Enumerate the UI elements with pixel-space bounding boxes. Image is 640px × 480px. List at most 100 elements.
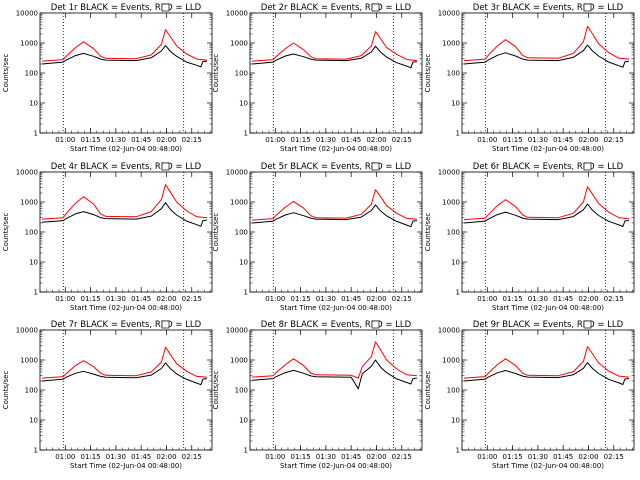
plot-frame: [249, 171, 423, 293]
x-tick-label: 02:00: [578, 136, 598, 144]
x-tick-label: 02:00: [156, 136, 176, 144]
x-tick-label: 02:15: [392, 295, 412, 303]
y-tick-label: 1000: [20, 199, 38, 207]
events-line: [251, 204, 417, 228]
events-line: [463, 44, 629, 68]
lld-line: [463, 346, 629, 379]
y-tick-label: 1000: [230, 357, 248, 365]
x-tick-label: 01:00: [265, 295, 285, 303]
y-tick-label: 1000: [442, 357, 460, 365]
legend-box: [371, 320, 380, 329]
plot-frame: [461, 171, 635, 293]
x-tick-label: 02:15: [182, 453, 202, 461]
panel-title: Det 4r BLACK = Events, RED = LLD: [51, 162, 202, 172]
plot-frame: [461, 329, 635, 451]
panel-det-2: Det 2r BLACK = Events, RED = LLD 1 10 100 10…: [212, 3, 423, 153]
y-tick-label: 100: [447, 229, 460, 237]
x-tick-label: 01:00: [265, 453, 285, 461]
x-tick-label: 01:00: [55, 136, 75, 144]
x-tick-label: 02:15: [182, 136, 202, 144]
y-tick-label: 100: [25, 229, 38, 237]
x-tick-label: 01:30: [106, 453, 126, 461]
panel-det-7: Det 7r BLACK = Events, RED = LLD 1 10 100 10…: [2, 320, 213, 470]
y-tick-label: 10: [29, 417, 38, 425]
y-tick-label: 1: [244, 130, 248, 138]
legend-box: [583, 3, 592, 12]
events-line: [463, 362, 629, 385]
x-tick-label: 01:30: [528, 295, 548, 303]
panel-det-1: Det 1r BLACK = Events, RED = LLD 1 10 100 10…: [2, 3, 213, 153]
y-axis-label: Counts/sec: [212, 213, 220, 252]
x-tick-label: 01:45: [341, 295, 361, 303]
x-axis-label: Start Time (02-Jun-04 00:48:00): [280, 462, 392, 470]
panel-det-4: Det 4r BLACK = Events, RED = LLD 1 10 100 10…: [2, 162, 213, 312]
panel-det-9: Det 9r BLACK = Events, RED = LLD 1 10 100 10…: [424, 320, 635, 470]
x-axis-label: Start Time (02-Jun-04 00:48:00): [280, 145, 392, 153]
y-axis-label: Counts/sec: [424, 54, 432, 93]
y-tick-label: 10: [29, 100, 38, 108]
x-axis-label: Start Time (02-Jun-04 00:48:00): [492, 145, 604, 153]
legend-box: [161, 3, 170, 12]
x-tick-label: 02:00: [156, 295, 176, 303]
y-tick-label: 1000: [20, 40, 38, 48]
y-tick-label: 1000: [230, 40, 248, 48]
lld-line: [41, 184, 207, 220]
events-line: [251, 45, 417, 69]
y-tick-label: 1: [34, 289, 38, 297]
y-tick-label: 10000: [16, 169, 38, 177]
lld-line: [463, 186, 629, 221]
events-line: [463, 203, 629, 227]
y-tick-label: 10: [451, 100, 460, 108]
x-axis-label: Start Time (02-Jun-04 00:48:00): [280, 304, 392, 312]
y-tick-label: 1: [456, 130, 460, 138]
y-tick-label: 1: [34, 130, 38, 138]
lld-line: [463, 25, 629, 62]
y-tick-label: 10000: [16, 10, 38, 18]
x-tick-label: 01:45: [131, 453, 151, 461]
y-tick-label: 10: [451, 417, 460, 425]
panel-title: Det 9r BLACK = Events, RED = LLD: [473, 320, 624, 330]
y-tick-label: 10: [239, 417, 248, 425]
y-axis-label: Counts/sec: [2, 54, 10, 93]
y-tick-label: 10: [239, 100, 248, 108]
y-tick-label: 100: [235, 387, 248, 395]
legend-box: [583, 320, 592, 329]
x-tick-label: 02:00: [578, 295, 598, 303]
y-tick-label: 100: [235, 70, 248, 78]
y-tick-label: 1: [456, 289, 460, 297]
events-line: [251, 359, 417, 390]
panel-title: Det 1r BLACK = Events, RED = LLD: [51, 3, 202, 13]
x-tick-label: 01:15: [80, 136, 100, 144]
y-tick-label: 100: [25, 70, 38, 78]
panel-title: Det 6r BLACK = Events, RED = LLD: [473, 162, 624, 172]
y-tick-label: 10000: [226, 327, 248, 335]
x-tick-label: 01:00: [55, 295, 75, 303]
y-tick-label: 1: [456, 447, 460, 455]
x-tick-label: 01:45: [131, 136, 151, 144]
legend-box: [371, 3, 380, 12]
x-tick-label: 02:15: [392, 453, 412, 461]
x-tick-label: 01:00: [477, 295, 497, 303]
x-tick-label: 02:15: [392, 136, 412, 144]
legend-box: [371, 162, 380, 171]
x-tick-label: 01:30: [316, 453, 336, 461]
y-tick-label: 100: [447, 70, 460, 78]
y-tick-label: 1: [244, 289, 248, 297]
y-tick-label: 10000: [226, 10, 248, 18]
y-tick-label: 10000: [16, 327, 38, 335]
plot-frame: [249, 329, 423, 451]
x-tick-label: 01:30: [106, 136, 126, 144]
panel-title: Det 2r BLACK = Events, RED = LLD: [261, 3, 412, 13]
x-tick-label: 02:00: [578, 453, 598, 461]
x-tick-label: 01:30: [316, 295, 336, 303]
y-tick-label: 1: [34, 447, 38, 455]
lld-line: [41, 346, 207, 379]
x-tick-label: 01:00: [55, 453, 75, 461]
x-tick-label: 01:45: [341, 136, 361, 144]
x-tick-label: 01:15: [502, 453, 522, 461]
x-axis-label: Start Time (02-Jun-04 00:48:00): [70, 462, 182, 470]
y-axis-label: Counts/sec: [2, 213, 10, 252]
plot-frame: [39, 329, 213, 451]
y-tick-label: 1000: [442, 199, 460, 207]
